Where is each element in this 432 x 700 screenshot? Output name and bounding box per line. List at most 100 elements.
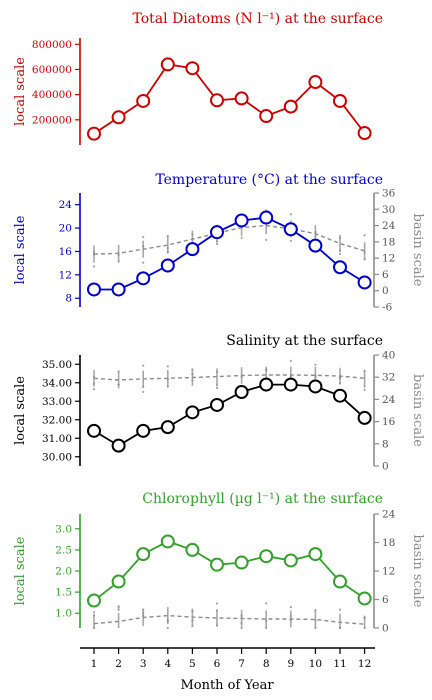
basin-sample-dot [314, 235, 317, 238]
right-tick-label: 32 [382, 372, 395, 384]
left-tick-label: 200000 [32, 114, 72, 126]
basin-sample-dot [314, 363, 317, 366]
data-point [333, 574, 347, 589]
basin-sample-dot [265, 238, 268, 242]
right-tick-label: 30 [382, 204, 395, 216]
data-point [210, 225, 224, 240]
left-axis-label: local scale [13, 536, 28, 605]
data-point [185, 61, 200, 76]
data-point [234, 385, 249, 399]
basin-sample-dot [166, 246, 169, 250]
basin-sample-dot [215, 602, 219, 605]
basin-sample-dot [215, 384, 219, 387]
basin-sample-dot [240, 621, 243, 625]
basin-sample-dot [289, 239, 292, 243]
basin-sample-dot [117, 383, 120, 386]
left-tick-label: 16 [59, 246, 73, 258]
right-axis-label: basin scale [410, 374, 425, 447]
data-point [308, 75, 323, 90]
basin-sample-dot [142, 608, 145, 611]
basin-sample-dot [338, 376, 342, 380]
basin-sample-dot [166, 365, 169, 368]
data-point [333, 93, 347, 108]
left-tick-label: 24 [59, 199, 73, 211]
basin-sample-dot [338, 608, 342, 611]
basin-sample-dot [289, 605, 292, 609]
basin-sample-dot [142, 364, 145, 367]
right-tick-label: 8 [382, 438, 389, 450]
right-tick-label: 40 [382, 350, 395, 362]
x-tick-label: 11 [333, 658, 346, 670]
left-tick-label: 31.00 [42, 433, 72, 445]
basin-sample-dot [92, 626, 96, 630]
right-tick-label: 0 [382, 461, 389, 473]
basin-sample-dot [265, 626, 268, 630]
data-point [210, 397, 224, 412]
basin-mean-line [93, 224, 365, 255]
basin-sample-dot [191, 610, 194, 613]
basin-sample-dot [265, 369, 268, 372]
series-line [94, 216, 366, 291]
x-tick-label: 3 [140, 658, 147, 670]
series-line [93, 383, 366, 447]
right-axis-label: basin scale [410, 535, 425, 608]
chart-title: Temperature (°C) at the surface [155, 172, 383, 188]
data-point [357, 591, 372, 606]
left-tick-label: 800000 [32, 39, 72, 51]
data-point [136, 423, 151, 438]
basin-sample-dot [265, 619, 268, 622]
right-tick-label: 36 [382, 188, 396, 200]
left-axis-label: local scale [13, 376, 28, 445]
basin-sample-dot [314, 626, 317, 630]
data-point [259, 549, 274, 564]
basin-sample-dot [363, 616, 366, 619]
data-point [210, 93, 224, 108]
basin-sample-dot [363, 234, 366, 237]
basin-sample-dot [142, 261, 145, 264]
data-point [111, 438, 126, 453]
basin-sample-dot [142, 614, 145, 617]
series-line [93, 540, 366, 602]
right-axis-label: basin scale [410, 214, 425, 287]
basin-sample-dot [166, 619, 169, 622]
right-tick-label: 24 [382, 220, 396, 232]
right-tick-label: 6 [382, 269, 389, 281]
basin-sample-dot [142, 390, 145, 394]
basin-sample-dot [363, 626, 366, 630]
basin-sample-dot [289, 375, 292, 378]
data-point [283, 553, 298, 568]
left-tick-label: 20 [59, 223, 72, 235]
data-point [87, 593, 101, 608]
basin-sample-dot [92, 251, 96, 254]
basin-sample-dot [191, 379, 194, 382]
data-point [160, 57, 175, 72]
data-point [87, 282, 101, 297]
series-line [93, 63, 366, 135]
data-point [160, 534, 175, 549]
data-point [87, 423, 101, 438]
data-point [185, 542, 200, 557]
basin-sample-dot [314, 376, 317, 379]
basin-sample-dot [314, 608, 317, 612]
data-point [357, 126, 372, 141]
basin-sample-dot [289, 615, 292, 618]
data-point [308, 547, 323, 562]
basin-sample-dot [117, 606, 120, 609]
x-tick-label: 2 [115, 658, 122, 670]
basin-sample-dot [166, 385, 169, 388]
right-tick-label: 18 [382, 236, 395, 248]
basin-sample-dot [215, 242, 219, 246]
basin-sample-dot [191, 368, 194, 371]
basin-sample-dot [117, 260, 120, 263]
left-tick-label: 600000 [32, 64, 72, 76]
data-point [357, 410, 372, 425]
left-tick-label: 8 [65, 293, 72, 305]
left-tick-label: 400000 [32, 89, 72, 101]
basin-sample-dot [191, 625, 194, 628]
basin-sample-dot [166, 235, 169, 238]
right-tick-label: 12 [382, 566, 395, 578]
basin-sample-dot [240, 614, 243, 617]
basin-sample-dot [289, 359, 292, 362]
basin-sample-dot [191, 233, 194, 236]
basin-sample-dot [215, 240, 219, 243]
